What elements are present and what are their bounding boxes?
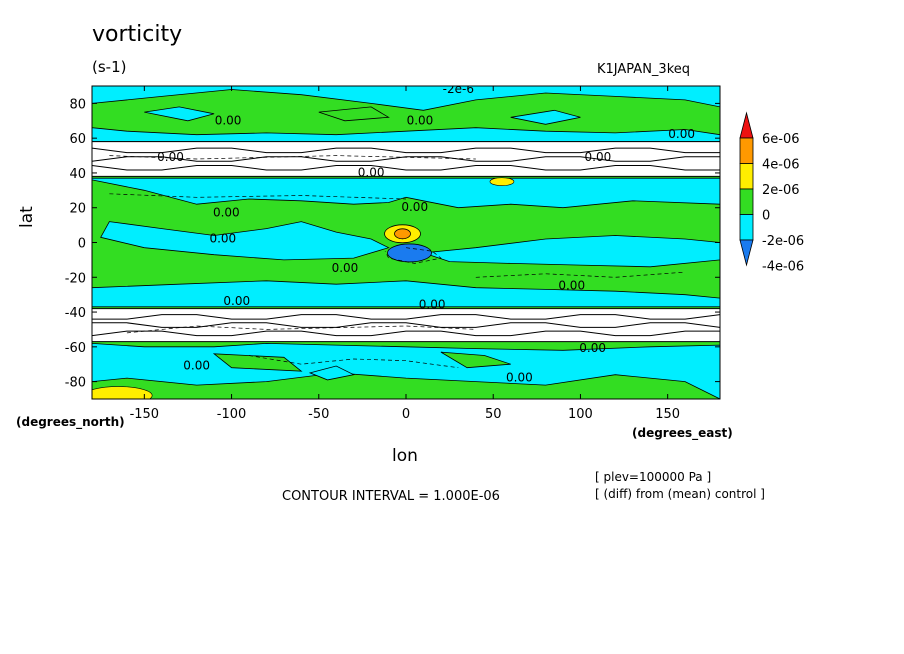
negative-contour bbox=[109, 193, 407, 200]
contour-label: 0.00 bbox=[585, 150, 612, 164]
chart-units: (s-1) bbox=[92, 58, 127, 76]
negative-region-30n bbox=[92, 177, 720, 209]
masked-contour bbox=[92, 330, 720, 337]
contour-label: -2e-6 bbox=[443, 82, 474, 96]
y-tick-label: 60 bbox=[69, 132, 86, 147]
masked-band bbox=[92, 141, 720, 177]
negative-region-equator-west bbox=[100, 221, 390, 261]
positive-patch-south-pole bbox=[92, 386, 153, 399]
y-tick-label: -80 bbox=[65, 376, 86, 391]
maximum-orange bbox=[394, 228, 411, 240]
y-tick-label: -20 bbox=[65, 271, 86, 286]
masked-band bbox=[92, 308, 720, 342]
colorbar-label: 4e-06 bbox=[762, 158, 800, 173]
y-tick-label: 0 bbox=[78, 237, 86, 252]
colorbar-label: 2e-06 bbox=[762, 183, 800, 198]
negative-contour bbox=[248, 355, 459, 369]
contour-label: 0.00 bbox=[401, 200, 428, 214]
negative-patch-72n bbox=[510, 109, 581, 125]
contour-label: 0.00 bbox=[668, 127, 695, 141]
colorbar-top-arrow bbox=[739, 111, 754, 139]
contour-label: 0.00 bbox=[358, 165, 385, 179]
x-tick-label: 50 bbox=[485, 407, 502, 422]
negative-region-equator-east bbox=[423, 235, 720, 268]
contour-label: 0.00 bbox=[223, 294, 250, 308]
x-tick-label: 0 bbox=[402, 407, 410, 422]
difference-note: [ (diff) from (mean) control ] bbox=[595, 487, 765, 501]
colorbar-swatch bbox=[739, 188, 754, 215]
negative-contour bbox=[126, 325, 476, 334]
negative-region-30s bbox=[92, 280, 720, 308]
positive-patch-35n bbox=[489, 177, 515, 186]
contour-label: 0.00 bbox=[579, 341, 606, 355]
colorbar: 6e-06 4e-06 2e-06 0 -2e-06 -4e-06 bbox=[739, 111, 804, 275]
contour-label: 0.00 bbox=[419, 298, 446, 312]
masked-contour bbox=[92, 314, 720, 320]
positive-patch-75n bbox=[318, 106, 390, 122]
field: -2e-6 0.00 0.00 0.00 0.00 0.00 0.00 0.00 0.00 0.0… bbox=[92, 82, 720, 399]
contour-label: 0.00 bbox=[215, 113, 242, 127]
x-tick-label: 150 bbox=[655, 407, 680, 422]
negative-contour bbox=[109, 155, 476, 160]
x-tick-label: 100 bbox=[568, 407, 593, 422]
plot-area: -2e-6 0.00 0.00 0.00 0.00 0.00 0.00 0.00 0.00 0.0… bbox=[92, 82, 720, 399]
negative-region-60n bbox=[92, 127, 720, 143]
contour-label: 0.00 bbox=[157, 150, 184, 164]
negative-contour bbox=[384, 247, 442, 264]
positive-patch-65s bbox=[440, 351, 511, 369]
y-tick-label: -40 bbox=[65, 306, 86, 321]
x-axis-label: lon bbox=[392, 446, 418, 466]
contour-label: 0.00 bbox=[213, 205, 240, 219]
colorbar-label: 6e-06 bbox=[762, 132, 800, 147]
contour-label: 0.00 bbox=[558, 278, 585, 292]
y-tick-label: 80 bbox=[69, 97, 86, 112]
colorbar-swatch bbox=[739, 163, 754, 190]
negative-patch-75s bbox=[308, 365, 355, 381]
colorbar-swatch bbox=[739, 137, 754, 164]
pressure-level-note: [ plev=100000 Pa ] bbox=[595, 470, 712, 484]
colorbar-label: 0 bbox=[762, 209, 770, 224]
minimum-blue bbox=[387, 243, 432, 263]
masked-contour bbox=[92, 165, 720, 171]
x-tick-label: -150 bbox=[130, 407, 160, 422]
colorbar-swatch bbox=[739, 214, 754, 241]
contour-label: 0.00 bbox=[332, 261, 359, 275]
negative-patch-75n bbox=[144, 106, 215, 122]
contour-interval-note: CONTOUR INTERVAL = 1.000E-06 bbox=[282, 489, 500, 504]
y-tick-label: -60 bbox=[65, 341, 86, 356]
chart-title: vorticity bbox=[92, 22, 183, 47]
positive-patch-68s bbox=[212, 353, 303, 372]
masked-contour bbox=[92, 147, 720, 154]
colorbar-label: -4e-06 bbox=[762, 260, 804, 275]
x-tick-label: -50 bbox=[308, 407, 329, 422]
run-name: K1JAPAN_3keq bbox=[597, 62, 691, 77]
masked-contour bbox=[92, 156, 720, 162]
contour-label: 0.00 bbox=[506, 371, 533, 385]
contour-label: 0.00 bbox=[183, 358, 210, 372]
contour-label: 0.00 bbox=[407, 113, 434, 127]
masked-contour bbox=[92, 322, 720, 328]
y-tick-label: 20 bbox=[69, 202, 86, 217]
contour-label: 0.00 bbox=[209, 232, 236, 246]
x-axis-units: (degrees_east) bbox=[632, 426, 733, 440]
y-tick-label: 40 bbox=[69, 167, 86, 182]
axes: -150 -100 -50 0 50 100 150 -80 -60 -40 -20 0 20 40 60 8… bbox=[65, 85, 721, 422]
y-axis-units: (degrees_north) bbox=[16, 415, 125, 429]
negative-region-80n bbox=[92, 86, 720, 111]
x-tick-label: -100 bbox=[217, 407, 247, 422]
colorbar-bottom-arrow bbox=[739, 239, 754, 267]
colorbar-label: -2e-06 bbox=[762, 234, 804, 249]
